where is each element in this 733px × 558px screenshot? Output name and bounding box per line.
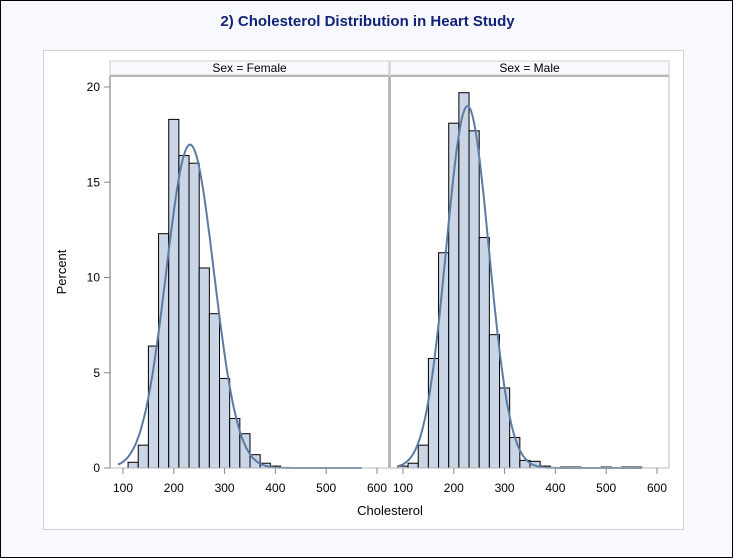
y-tick-label: 10 xyxy=(87,271,101,285)
y-tick-label: 0 xyxy=(93,461,100,475)
histogram-bar xyxy=(488,334,501,469)
x-tick-label: 500 xyxy=(596,481,616,495)
histogram-bar xyxy=(127,461,139,469)
x-tick-label: 100 xyxy=(393,481,413,495)
y-tick-label: 20 xyxy=(87,80,101,94)
histogram-bar xyxy=(468,130,480,469)
x-axis-label: Cholesterol xyxy=(357,503,423,518)
histogram-bar xyxy=(198,267,210,469)
strip-label-1: Sex = Male xyxy=(499,61,560,75)
x-tick-label: 200 xyxy=(164,481,184,495)
histogram-bar xyxy=(458,92,470,469)
histogram-bar xyxy=(438,252,450,469)
x-tick-label: 100 xyxy=(113,481,133,495)
histogram-bar xyxy=(219,377,231,469)
x-tick-label: 500 xyxy=(316,481,336,495)
histogram-bar xyxy=(208,313,221,469)
histogram-bar xyxy=(188,162,200,469)
chart-title: 2) Cholesterol Distribution in Heart Stu… xyxy=(220,13,515,30)
x-tick-label: 400 xyxy=(545,481,565,495)
histogram-bar xyxy=(407,462,419,469)
x-tick-label: 600 xyxy=(367,481,387,495)
x-tick-label: 600 xyxy=(647,481,667,495)
histogram-bar xyxy=(417,444,429,469)
histogram-bar xyxy=(499,387,511,469)
histogram-bar xyxy=(168,118,180,469)
histogram-bar xyxy=(509,437,521,469)
y-axis-label: Percent xyxy=(54,249,69,294)
strip-label-0: Sex = Female xyxy=(212,61,287,75)
y-tick-label: 15 xyxy=(87,175,101,189)
y-tick-label: 5 xyxy=(93,366,100,380)
histogram-bar xyxy=(427,357,440,469)
x-tick-label: 300 xyxy=(495,481,515,495)
x-tick-label: 200 xyxy=(444,481,464,495)
x-tick-label: 300 xyxy=(215,481,235,495)
histogram-bar xyxy=(178,155,190,469)
histogram-bar xyxy=(137,444,149,469)
x-tick-label: 400 xyxy=(265,481,285,495)
histogram-bar xyxy=(478,236,490,469)
